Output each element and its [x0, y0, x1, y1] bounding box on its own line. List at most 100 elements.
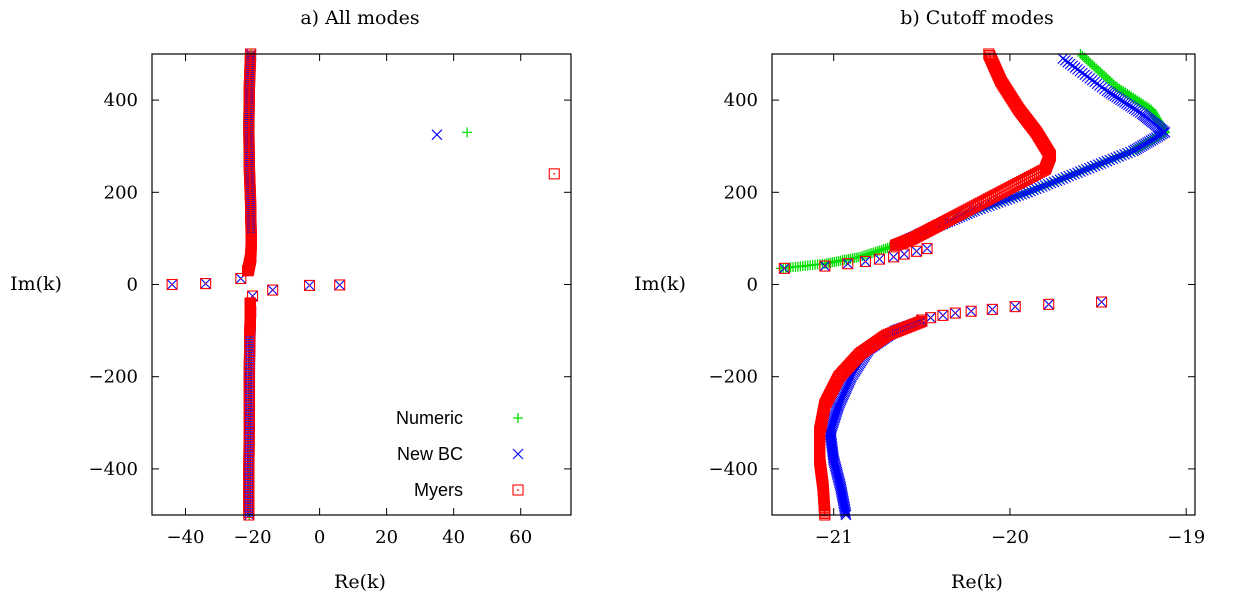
data-point: [1095, 158, 1107, 169]
data-point: [1119, 148, 1130, 160]
data-point: [831, 466, 843, 478]
data-point: [1096, 296, 1108, 308]
y-tick-label: −400: [89, 459, 138, 480]
y-tick-label: 0: [127, 275, 138, 296]
data-point: [830, 463, 842, 475]
data-point: [200, 278, 212, 290]
y-tick-label: 200: [724, 182, 758, 203]
data-point: [1101, 155, 1113, 167]
data-point: [888, 251, 900, 263]
data-point: [1072, 167, 1083, 179]
data-point: [1028, 184, 1039, 196]
data-point: [1077, 165, 1089, 176]
data-point: [1043, 298, 1055, 310]
y-tick-label: −400: [709, 459, 758, 480]
data-point: [334, 279, 346, 291]
data-point: [873, 253, 886, 265]
data-point: [1066, 169, 1078, 181]
data-point: [1036, 181, 1048, 192]
data-point: [778, 262, 790, 274]
data-point: [832, 472, 844, 484]
data-point: [1089, 160, 1101, 172]
data-point: [937, 309, 949, 321]
series-new-bc: [778, 53, 1171, 521]
data-point: [830, 461, 842, 473]
data-point: [925, 312, 937, 324]
data-point: [831, 468, 843, 479]
panel-b-ylabel: Im(k): [634, 273, 686, 295]
data-point: [1009, 301, 1021, 313]
data-point: [1107, 153, 1119, 165]
legend-marker-new-bc: [512, 448, 524, 460]
data-point: [1057, 173, 1069, 184]
legend: Numeric New BC Myers: [396, 408, 524, 500]
panel-b: b) Cutoff modes Im(k) Re(k) −21 −20 −19 −40…: [634, 7, 1205, 593]
data-point: [235, 272, 247, 285]
data-point: [1039, 179, 1051, 191]
x-tick-label: −20: [991, 527, 1029, 548]
data-point: [1086, 161, 1098, 173]
data-point: [1104, 154, 1116, 166]
x-tick-label: −21: [815, 527, 853, 548]
data-point: [1083, 162, 1095, 174]
data-point: [431, 129, 443, 141]
data-point: [1051, 175, 1063, 187]
data-point: [831, 465, 842, 476]
panel-b-frame: [771, 53, 1196, 516]
y-tick-label: 400: [104, 90, 138, 111]
data-point: [241, 265, 254, 277]
x-tick-label: −19: [1167, 527, 1205, 548]
legend-label-new-bc: New BC: [397, 444, 463, 464]
data-point: [986, 303, 998, 315]
series-myers: [166, 48, 560, 521]
data-point: [1048, 176, 1060, 188]
data-point: [247, 290, 259, 302]
legend-marker-numeric: [513, 413, 523, 423]
data-point: [462, 127, 473, 138]
data-point: [1098, 156, 1110, 168]
data-point: [898, 248, 910, 260]
data-point: [548, 168, 560, 180]
data-point: [833, 475, 845, 487]
data-point: [829, 458, 841, 470]
data-point: [840, 508, 852, 519]
x-tick-label: −20: [234, 527, 272, 548]
panel-a-xlabel: Re(k): [334, 571, 386, 593]
data-point: [832, 471, 844, 482]
data-point: [166, 278, 178, 291]
data-point: [859, 255, 871, 268]
data-point: [1127, 145, 1139, 157]
panel-b-marks: [775, 48, 1171, 521]
data-point: [833, 474, 845, 486]
data-point: [916, 314, 928, 326]
data-point: [819, 260, 831, 272]
x-tick-label: −40: [167, 527, 205, 548]
legend-marker-myers: [512, 484, 524, 496]
data-point: [832, 469, 843, 481]
x-tick-label: 60: [509, 527, 532, 548]
data-point: [1075, 166, 1086, 177]
data-point: [1054, 174, 1066, 186]
y-tick-label: 0: [747, 275, 758, 296]
data-point: [829, 457, 840, 469]
panel-a-frame: [151, 53, 572, 516]
data-point: [965, 305, 977, 317]
data-point: [303, 279, 316, 291]
data-point: [828, 454, 840, 466]
data-point: [1022, 186, 1033, 198]
data-point: [1069, 168, 1080, 180]
data-point: [1122, 147, 1133, 159]
y-tick-label: 200: [104, 182, 138, 203]
panel-b-axes: −21 −20 −19 −400 −200 0 200 400: [709, 54, 1205, 548]
data-point: [910, 245, 923, 257]
series-myers: [778, 48, 1108, 521]
y-tick-label: 400: [724, 90, 758, 111]
panel-b-title: b) Cutoff modes: [900, 7, 1054, 29]
legend-label-numeric: Numeric: [396, 408, 463, 428]
data-point: [1042, 178, 1054, 190]
data-point: [842, 258, 854, 270]
panel-b-xlabel: Re(k): [951, 571, 1003, 593]
data-point: [1092, 159, 1104, 171]
